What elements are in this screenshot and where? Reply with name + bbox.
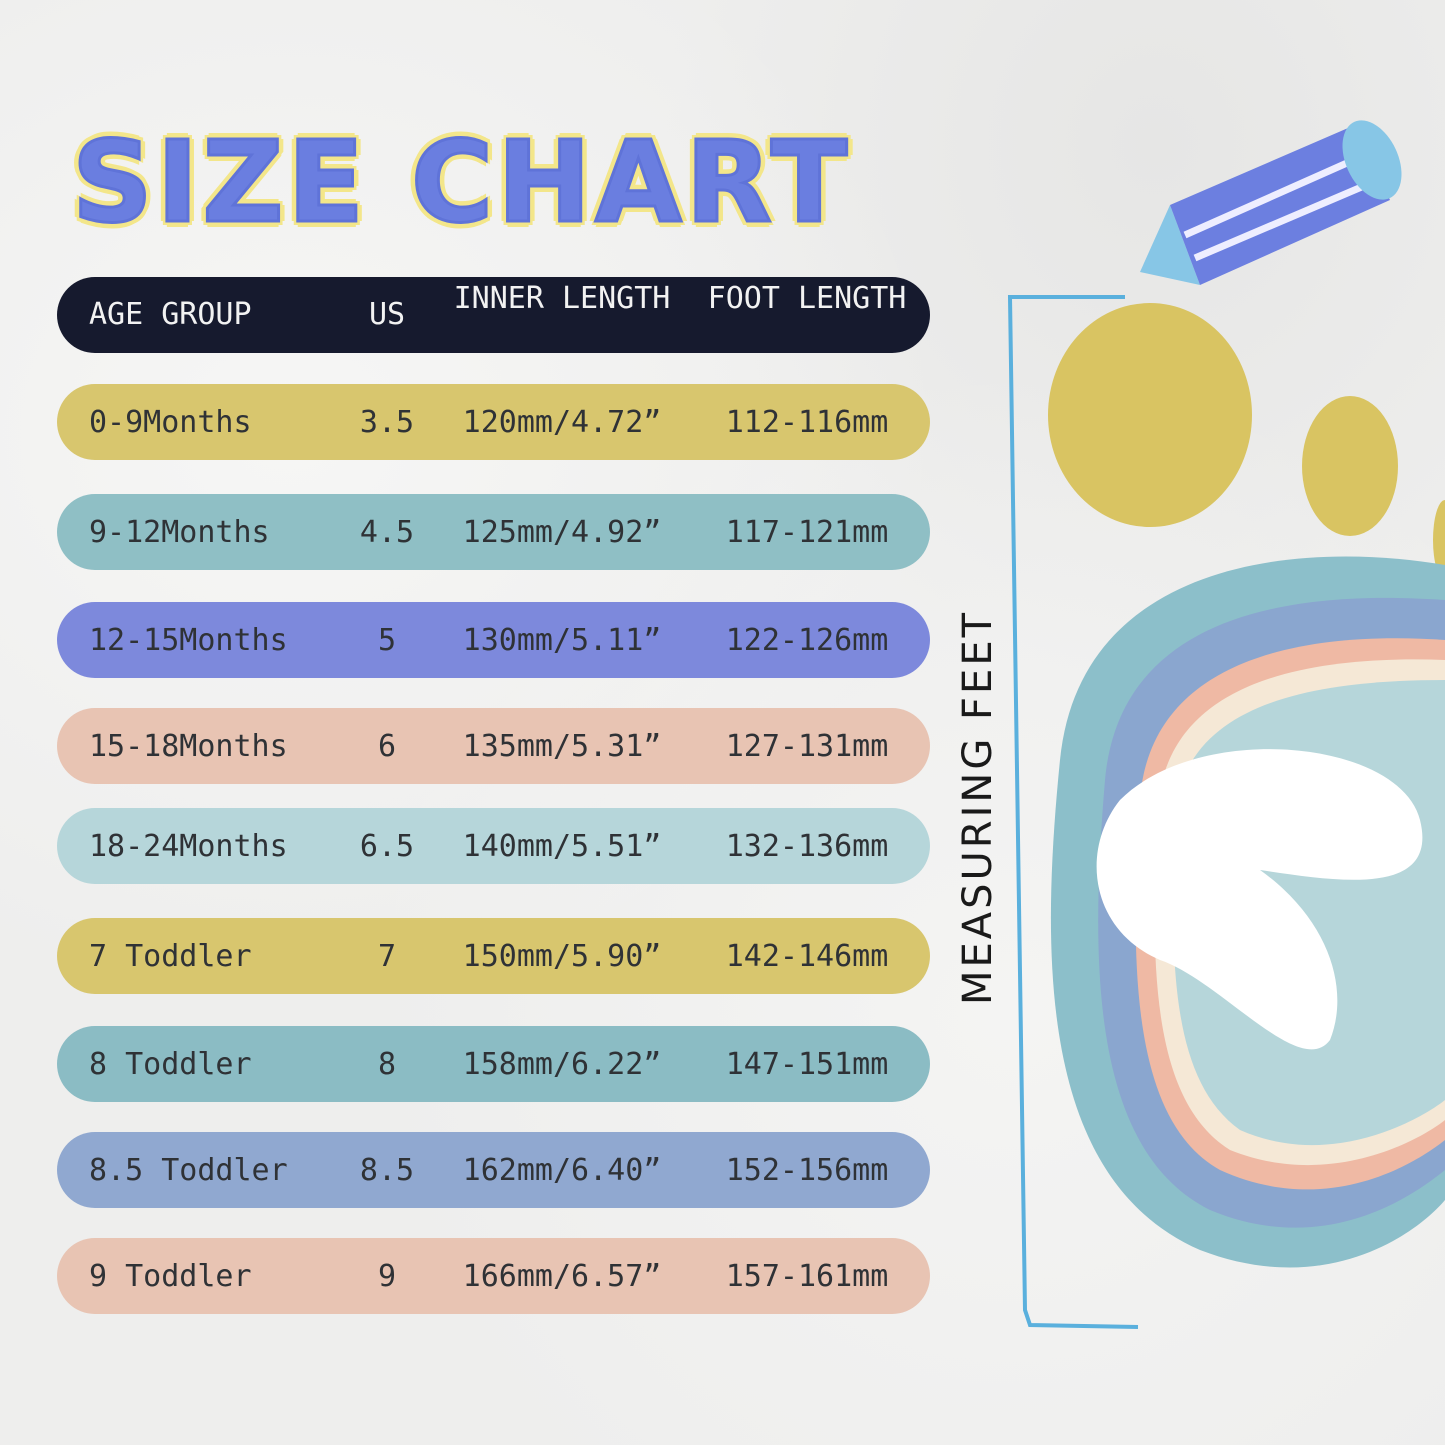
sole-print: [1050, 556, 1445, 1268]
foot-length-cell: 147-151mm: [725, 1046, 889, 1082]
us-size-cell: 4.5: [359, 514, 415, 550]
inner-length-cell: 150mm/5.90”: [462, 938, 662, 974]
age-cell: 15-18Months: [89, 728, 288, 764]
age-cell: 7 Toddler: [89, 938, 252, 974]
age-cell: 18-24Months: [89, 828, 288, 864]
toe-prints: [1048, 303, 1445, 580]
age-cell: 9 Toddler: [89, 1258, 252, 1294]
ruler-bracket: [1007, 295, 1139, 1329]
measuring-feet-label: MEASURING FEET: [955, 609, 1001, 1005]
inner-length-cell: 158mm/6.22”: [462, 1046, 662, 1082]
table-row: 7 Toddler 7 150mm/5.90” 142-146mm: [57, 918, 930, 994]
us-size-cell: 6: [377, 728, 397, 764]
age-cell: 9-12Months: [89, 514, 270, 550]
us-size-cell: 3.5: [359, 404, 415, 440]
table-row: 9-12Months 4.5 125mm/4.92” 117-121mm: [57, 494, 930, 570]
table-row: 9 Toddler 9 166mm/6.57” 157-161mm: [57, 1238, 930, 1314]
header-us: US: [368, 297, 406, 332]
age-cell: 8.5 Toddler: [89, 1152, 288, 1188]
foot-length-cell: 127-131mm: [725, 728, 889, 764]
table-row: 0-9Months 3.5 120mm/4.72” 112-116mm: [57, 384, 930, 460]
table-row: 15-18Months 6 135mm/5.31” 127-131mm: [57, 708, 930, 784]
age-cell: 0-9Months: [89, 404, 252, 440]
inner-length-cell: 135mm/5.31”: [462, 728, 662, 764]
inner-length-cell: 140mm/5.51”: [462, 828, 662, 864]
us-size-cell: 8: [377, 1046, 397, 1082]
foot-length-cell: 157-161mm: [725, 1258, 889, 1294]
foot-length-cell: 152-156mm: [725, 1152, 889, 1188]
foot-length-cell: 122-126mm: [725, 622, 889, 658]
us-size-cell: 7: [377, 938, 397, 974]
inner-length-cell: 166mm/6.57”: [462, 1258, 662, 1294]
inner-length-cell: 130mm/5.11”: [462, 622, 662, 658]
us-size-cell: 8.5: [359, 1152, 415, 1188]
age-cell: 8 Toddler: [89, 1046, 252, 1082]
pencil-icon: [1140, 120, 1402, 285]
header-age-group: AGE GROUP: [89, 297, 252, 332]
inner-length-cell: 162mm/6.40”: [462, 1152, 662, 1188]
inner-length-cell: 125mm/4.92”: [462, 514, 662, 550]
us-size-cell: 9: [377, 1258, 397, 1294]
foot-length-cell: 142-146mm: [725, 938, 889, 974]
us-size-cell: 5: [377, 622, 397, 658]
header-inner-length: INNER LENGTH: [453, 281, 671, 316]
table-row: 18-24Months 6.5 140mm/5.51” 132-136mm: [57, 808, 930, 884]
table-header: AGE GROUP US INNER LENGTH FOOT LENGTH: [57, 277, 930, 353]
age-cell: 12-15Months: [89, 622, 288, 658]
foot-length-cell: 117-121mm: [725, 514, 889, 550]
foot-length-cell: 112-116mm: [725, 404, 889, 440]
table-row: 8.5 Toddler 8.5 162mm/6.40” 152-156mm: [57, 1132, 930, 1208]
foot-length-cell: 132-136mm: [725, 828, 889, 864]
header-foot-length: FOOT LENGTH: [707, 281, 907, 316]
table-row: 8 Toddler 8 158mm/6.22” 147-151mm: [57, 1026, 930, 1102]
table-row: 12-15Months 5 130mm/5.11” 122-126mm: [57, 602, 930, 678]
page-title: SIZE CHART: [70, 117, 852, 250]
inner-length-cell: 120mm/4.72”: [462, 404, 662, 440]
us-size-cell: 6.5: [359, 828, 415, 864]
